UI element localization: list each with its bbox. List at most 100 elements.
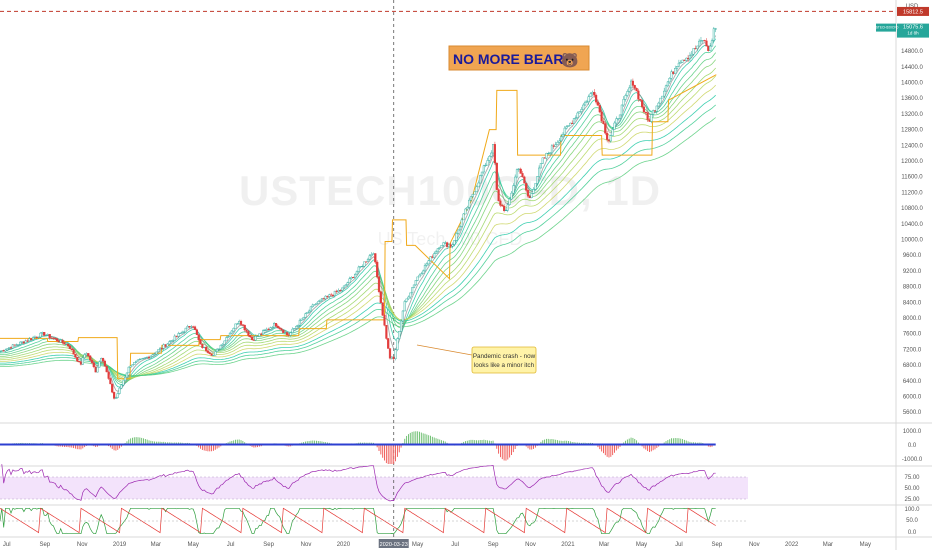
price-tick-label: 11200.0 (901, 190, 923, 196)
pandemic-callout[interactable]: Pandemic crash - now looks like a minor … (416, 344, 537, 374)
candle-body (641, 100, 644, 108)
candle-body (28, 338, 31, 342)
candle-body (24, 340, 27, 344)
candle-body (637, 90, 640, 100)
candle-body (160, 347, 163, 349)
candle-body (374, 253, 377, 263)
candle-body (626, 91, 629, 96)
stoch-d-line (0, 507, 716, 534)
candle-body (250, 336, 254, 340)
candle-body (89, 355, 92, 361)
candle-body (699, 40, 703, 42)
candle-body (396, 338, 399, 351)
time-axis[interactable]: Jul Sep Nov 2019 Mar May Jul Sep Nov 2020 May Jul Se… (3, 542, 871, 548)
time-tick-label: Sep (488, 542, 499, 548)
ema-line-7 (0, 84, 716, 378)
rsi-tick-3: 25.00 (904, 497, 920, 503)
price-tick-label: 7600.0 (903, 332, 922, 338)
price-tick-label: 13200.0 (901, 112, 923, 118)
candle-body (447, 244, 450, 247)
candle-body (142, 357, 145, 359)
price-tick-label: 8400.0 (903, 300, 922, 306)
candle-body (8, 347, 11, 349)
candle-body (344, 284, 347, 287)
candle-body (144, 357, 147, 359)
candle-body (521, 173, 524, 178)
candle-body (188, 326, 191, 328)
candle-body (604, 123, 607, 134)
candle-body (554, 144, 557, 147)
candle-body (203, 346, 206, 348)
candle-body (122, 380, 125, 386)
callout-box (471, 346, 537, 374)
candle-body (646, 112, 649, 120)
symbol-tag[interactable]: USTECH100CFD (874, 23, 900, 32)
candle-body (538, 167, 541, 177)
time-tick-label: 2019 (113, 542, 127, 548)
candle-body (611, 129, 614, 136)
candle-body (558, 140, 561, 143)
candle-body (541, 157, 544, 164)
candle-body (365, 261, 368, 263)
candle-body (217, 348, 220, 350)
price-axis[interactable]: 5600.0 6000.0 6400.0 6800.0 7200.0 7600.0 8000… (901, 34, 923, 417)
candle-body (77, 361, 81, 363)
candle-body (449, 244, 452, 247)
time-tick-label: May (636, 542, 647, 548)
candle-body (609, 135, 612, 142)
candle-body (184, 327, 187, 333)
candle-body (245, 329, 248, 332)
time-tick-label: May (860, 542, 871, 548)
candle-body (613, 122, 616, 130)
candle-body (578, 111, 581, 114)
candle-body (19, 341, 22, 345)
candle-body (664, 85, 668, 92)
candle-body (607, 139, 611, 142)
symbol-tag-box (876, 23, 896, 32)
candle-body (411, 287, 414, 294)
candle-body (385, 325, 388, 339)
price-tick-label: 6400.0 (903, 379, 922, 385)
candle-body (85, 353, 88, 355)
candle-body (352, 277, 355, 279)
candle-body (55, 338, 59, 342)
candle-body (107, 371, 110, 379)
ema-line-5 (0, 67, 716, 381)
ema-line-3 (0, 52, 717, 384)
candle-body (506, 204, 509, 211)
candle-body (681, 59, 684, 63)
candle-body (239, 321, 243, 325)
candle-body (83, 354, 86, 358)
candle-body (653, 110, 657, 112)
candle-body (414, 280, 417, 286)
no-more-bears-annotation[interactable]: NO MORE BEARS! 🐻 (448, 45, 590, 71)
resistance-tag[interactable]: 15812.5 (897, 6, 929, 16)
candle-body (549, 152, 552, 154)
candle-body (118, 387, 121, 394)
candle-body (44, 335, 48, 337)
candle-body (140, 358, 143, 360)
macd-tick-2: 0.0 (908, 443, 917, 449)
crosshair-date-label: 2020-03-23 (378, 539, 409, 548)
ema-line-2 (0, 45, 717, 385)
last-price-tag[interactable]: 15075.6 1d 8h (897, 23, 929, 38)
candle-body (477, 182, 480, 188)
time-tick-label: Jul (3, 542, 11, 548)
candle-body (15, 344, 18, 346)
price-tick-label: 9200.0 (903, 269, 922, 275)
candle-body (576, 112, 579, 118)
annotation-box (448, 45, 590, 71)
candle-body (528, 195, 531, 198)
candle-body (490, 152, 493, 157)
candles (0, 26, 717, 400)
symbol-subtitle-watermark: US Tech 100 CFD (378, 229, 523, 249)
candle-body (79, 361, 83, 365)
candle-body (219, 345, 222, 350)
candle-body (291, 328, 294, 333)
candle-body (431, 256, 434, 258)
last-price-value: 15075.6 (903, 25, 923, 31)
candle-body (146, 356, 149, 358)
candle-body (320, 298, 324, 301)
candle-body (694, 48, 697, 50)
